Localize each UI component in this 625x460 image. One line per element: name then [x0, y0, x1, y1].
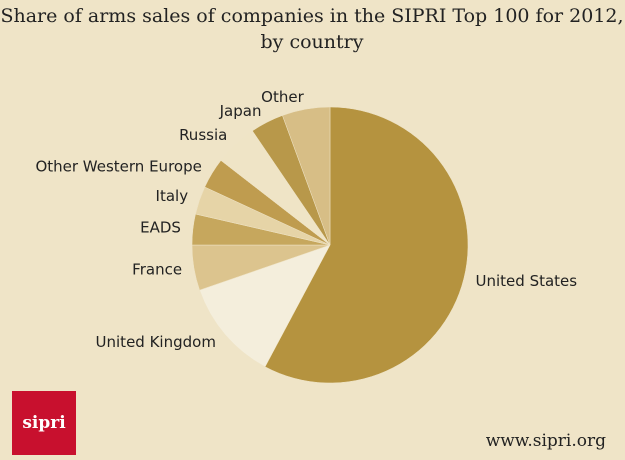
pie-slice — [282, 106, 331, 246]
slice-label: Other — [261, 88, 304, 106]
slice-label: United States — [476, 272, 578, 290]
chart-subtitle: by country — [261, 31, 364, 53]
website: www.sipri.org — [486, 431, 606, 451]
slice-label: France — [132, 260, 182, 278]
slice-label: EADS — [140, 219, 181, 237]
pie — [191, 106, 469, 384]
slice-label: Italy — [156, 187, 189, 205]
pie-slice — [264, 106, 469, 384]
slice-label: United Kingdom — [96, 333, 216, 351]
slice-label: Russia — [179, 126, 227, 144]
slice-label: Japan — [219, 102, 262, 120]
logo: sipri — [22, 413, 66, 433]
slice-label: Other Western Europe — [35, 158, 201, 176]
pie-slice — [199, 244, 331, 368]
chart-title: Share of arms sales of companies in the … — [0, 5, 623, 27]
logo-box — [12, 391, 76, 455]
